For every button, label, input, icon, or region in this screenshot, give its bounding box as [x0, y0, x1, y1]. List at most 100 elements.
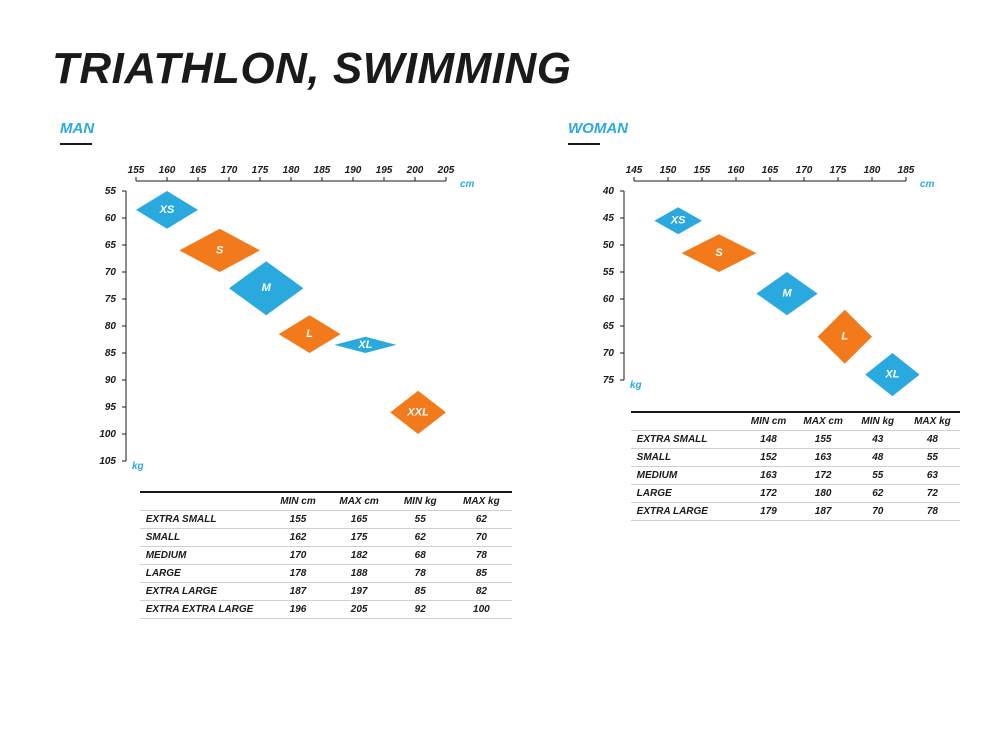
row-value: 148	[741, 431, 795, 449]
svg-text:XS: XS	[670, 215, 686, 227]
svg-text:75: 75	[603, 375, 615, 386]
row-value: 78	[451, 547, 512, 565]
svg-text:70: 70	[603, 348, 615, 359]
panel-woman-rule	[568, 143, 600, 145]
svg-text:155: 155	[128, 165, 145, 176]
row-name: EXTRA EXTRA LARGE	[140, 601, 268, 619]
row-value: 187	[267, 583, 328, 601]
table-col-header: MIN kg	[390, 492, 451, 511]
row-value: 205	[329, 601, 390, 619]
svg-text:60: 60	[603, 294, 615, 305]
row-value: 62	[851, 485, 905, 503]
table-row: EXTRA SMALL1481554348	[560, 431, 960, 449]
svg-text:150: 150	[660, 165, 677, 176]
svg-text:65: 65	[105, 240, 117, 251]
svg-text:205: 205	[437, 165, 455, 176]
row-value: 172	[796, 467, 851, 485]
row-value: 55	[851, 467, 905, 485]
svg-text:XS: XS	[159, 204, 175, 216]
table-row: SMALL1621756270	[52, 529, 512, 547]
svg-text:kg: kg	[630, 380, 642, 391]
row-name: EXTRA SMALL	[631, 431, 742, 449]
svg-text:170: 170	[796, 165, 813, 176]
row-value: 62	[390, 529, 451, 547]
svg-text:M: M	[782, 288, 792, 300]
svg-text:55: 55	[105, 186, 117, 197]
row-value: 72	[905, 485, 960, 503]
svg-text:70: 70	[105, 267, 117, 278]
svg-text:85: 85	[105, 348, 117, 359]
table-row: SMALL1521634855	[560, 449, 960, 467]
table-col-header: MIN kg	[851, 412, 905, 431]
row-value: 92	[390, 601, 451, 619]
svg-text:cm: cm	[920, 179, 935, 190]
table-col-header: MAX cm	[329, 492, 390, 511]
row-name: EXTRA LARGE	[631, 503, 742, 521]
row-name: MEDIUM	[631, 467, 742, 485]
svg-text:105: 105	[99, 456, 116, 467]
row-value: 55	[905, 449, 960, 467]
panel-man-rule	[60, 143, 92, 145]
row-value: 78	[390, 565, 451, 583]
svg-text:80: 80	[105, 321, 117, 332]
row-value: 82	[451, 583, 512, 601]
svg-text:kg: kg	[132, 461, 144, 472]
svg-text:100: 100	[99, 429, 116, 440]
table-col-header: MIN cm	[741, 412, 795, 431]
svg-text:155: 155	[694, 165, 711, 176]
table-col-header: MAX kg	[451, 492, 512, 511]
row-value: 70	[851, 503, 905, 521]
row-value: 155	[267, 511, 328, 529]
row-value: 163	[796, 449, 851, 467]
table-row: MEDIUM1631725563	[560, 467, 960, 485]
table-col-header: MAX cm	[796, 412, 851, 431]
row-value: 62	[451, 511, 512, 529]
table-col-header: MAX kg	[905, 412, 960, 431]
row-value: 70	[451, 529, 512, 547]
panel-woman: WOMAN 145150155160165170175180185cm40455…	[560, 120, 960, 521]
row-name: LARGE	[631, 485, 742, 503]
table-row: EXTRA SMALL1551655562	[52, 511, 512, 529]
svg-text:165: 165	[190, 165, 207, 176]
row-value: 170	[267, 547, 328, 565]
svg-text:45: 45	[602, 213, 615, 224]
svg-text:185: 185	[898, 165, 915, 176]
svg-text:95: 95	[105, 402, 117, 413]
row-value: 163	[741, 467, 795, 485]
table-row: EXTRA EXTRA LARGE19620592100	[52, 601, 512, 619]
svg-text:200: 200	[406, 165, 424, 176]
svg-text:L: L	[306, 328, 313, 340]
row-value: 48	[905, 431, 960, 449]
row-name: EXTRA LARGE	[140, 583, 268, 601]
size-table-woman: MIN cmMAX cmMIN kgMAX kgEXTRA SMALL14815…	[560, 411, 960, 521]
svg-text:S: S	[216, 244, 224, 256]
panel-woman-label: WOMAN	[568, 120, 960, 137]
svg-text:90: 90	[105, 375, 117, 386]
svg-text:55: 55	[603, 267, 615, 278]
svg-text:50: 50	[603, 240, 615, 251]
row-value: 178	[267, 565, 328, 583]
svg-text:75: 75	[105, 294, 117, 305]
svg-text:195: 195	[376, 165, 393, 176]
svg-text:S: S	[715, 247, 723, 259]
row-value: 100	[451, 601, 512, 619]
svg-text:165: 165	[762, 165, 779, 176]
row-value: 78	[905, 503, 960, 521]
table-row: MEDIUM1701826878	[52, 547, 512, 565]
panel-man: MAN 155160165170175180185190195200205cm5…	[52, 120, 512, 619]
row-value: 85	[390, 583, 451, 601]
row-name: EXTRA SMALL	[140, 511, 268, 529]
svg-text:170: 170	[221, 165, 238, 176]
row-value: 43	[851, 431, 905, 449]
svg-text:175: 175	[830, 165, 847, 176]
row-name: LARGE	[140, 565, 268, 583]
row-name: MEDIUM	[140, 547, 268, 565]
row-value: 63	[905, 467, 960, 485]
svg-text:180: 180	[864, 165, 881, 176]
svg-text:175: 175	[252, 165, 269, 176]
svg-text:145: 145	[626, 165, 643, 176]
svg-text:60: 60	[105, 213, 117, 224]
table-row: LARGE1781887885	[52, 565, 512, 583]
panel-man-label: MAN	[60, 120, 512, 137]
svg-text:40: 40	[602, 186, 615, 197]
